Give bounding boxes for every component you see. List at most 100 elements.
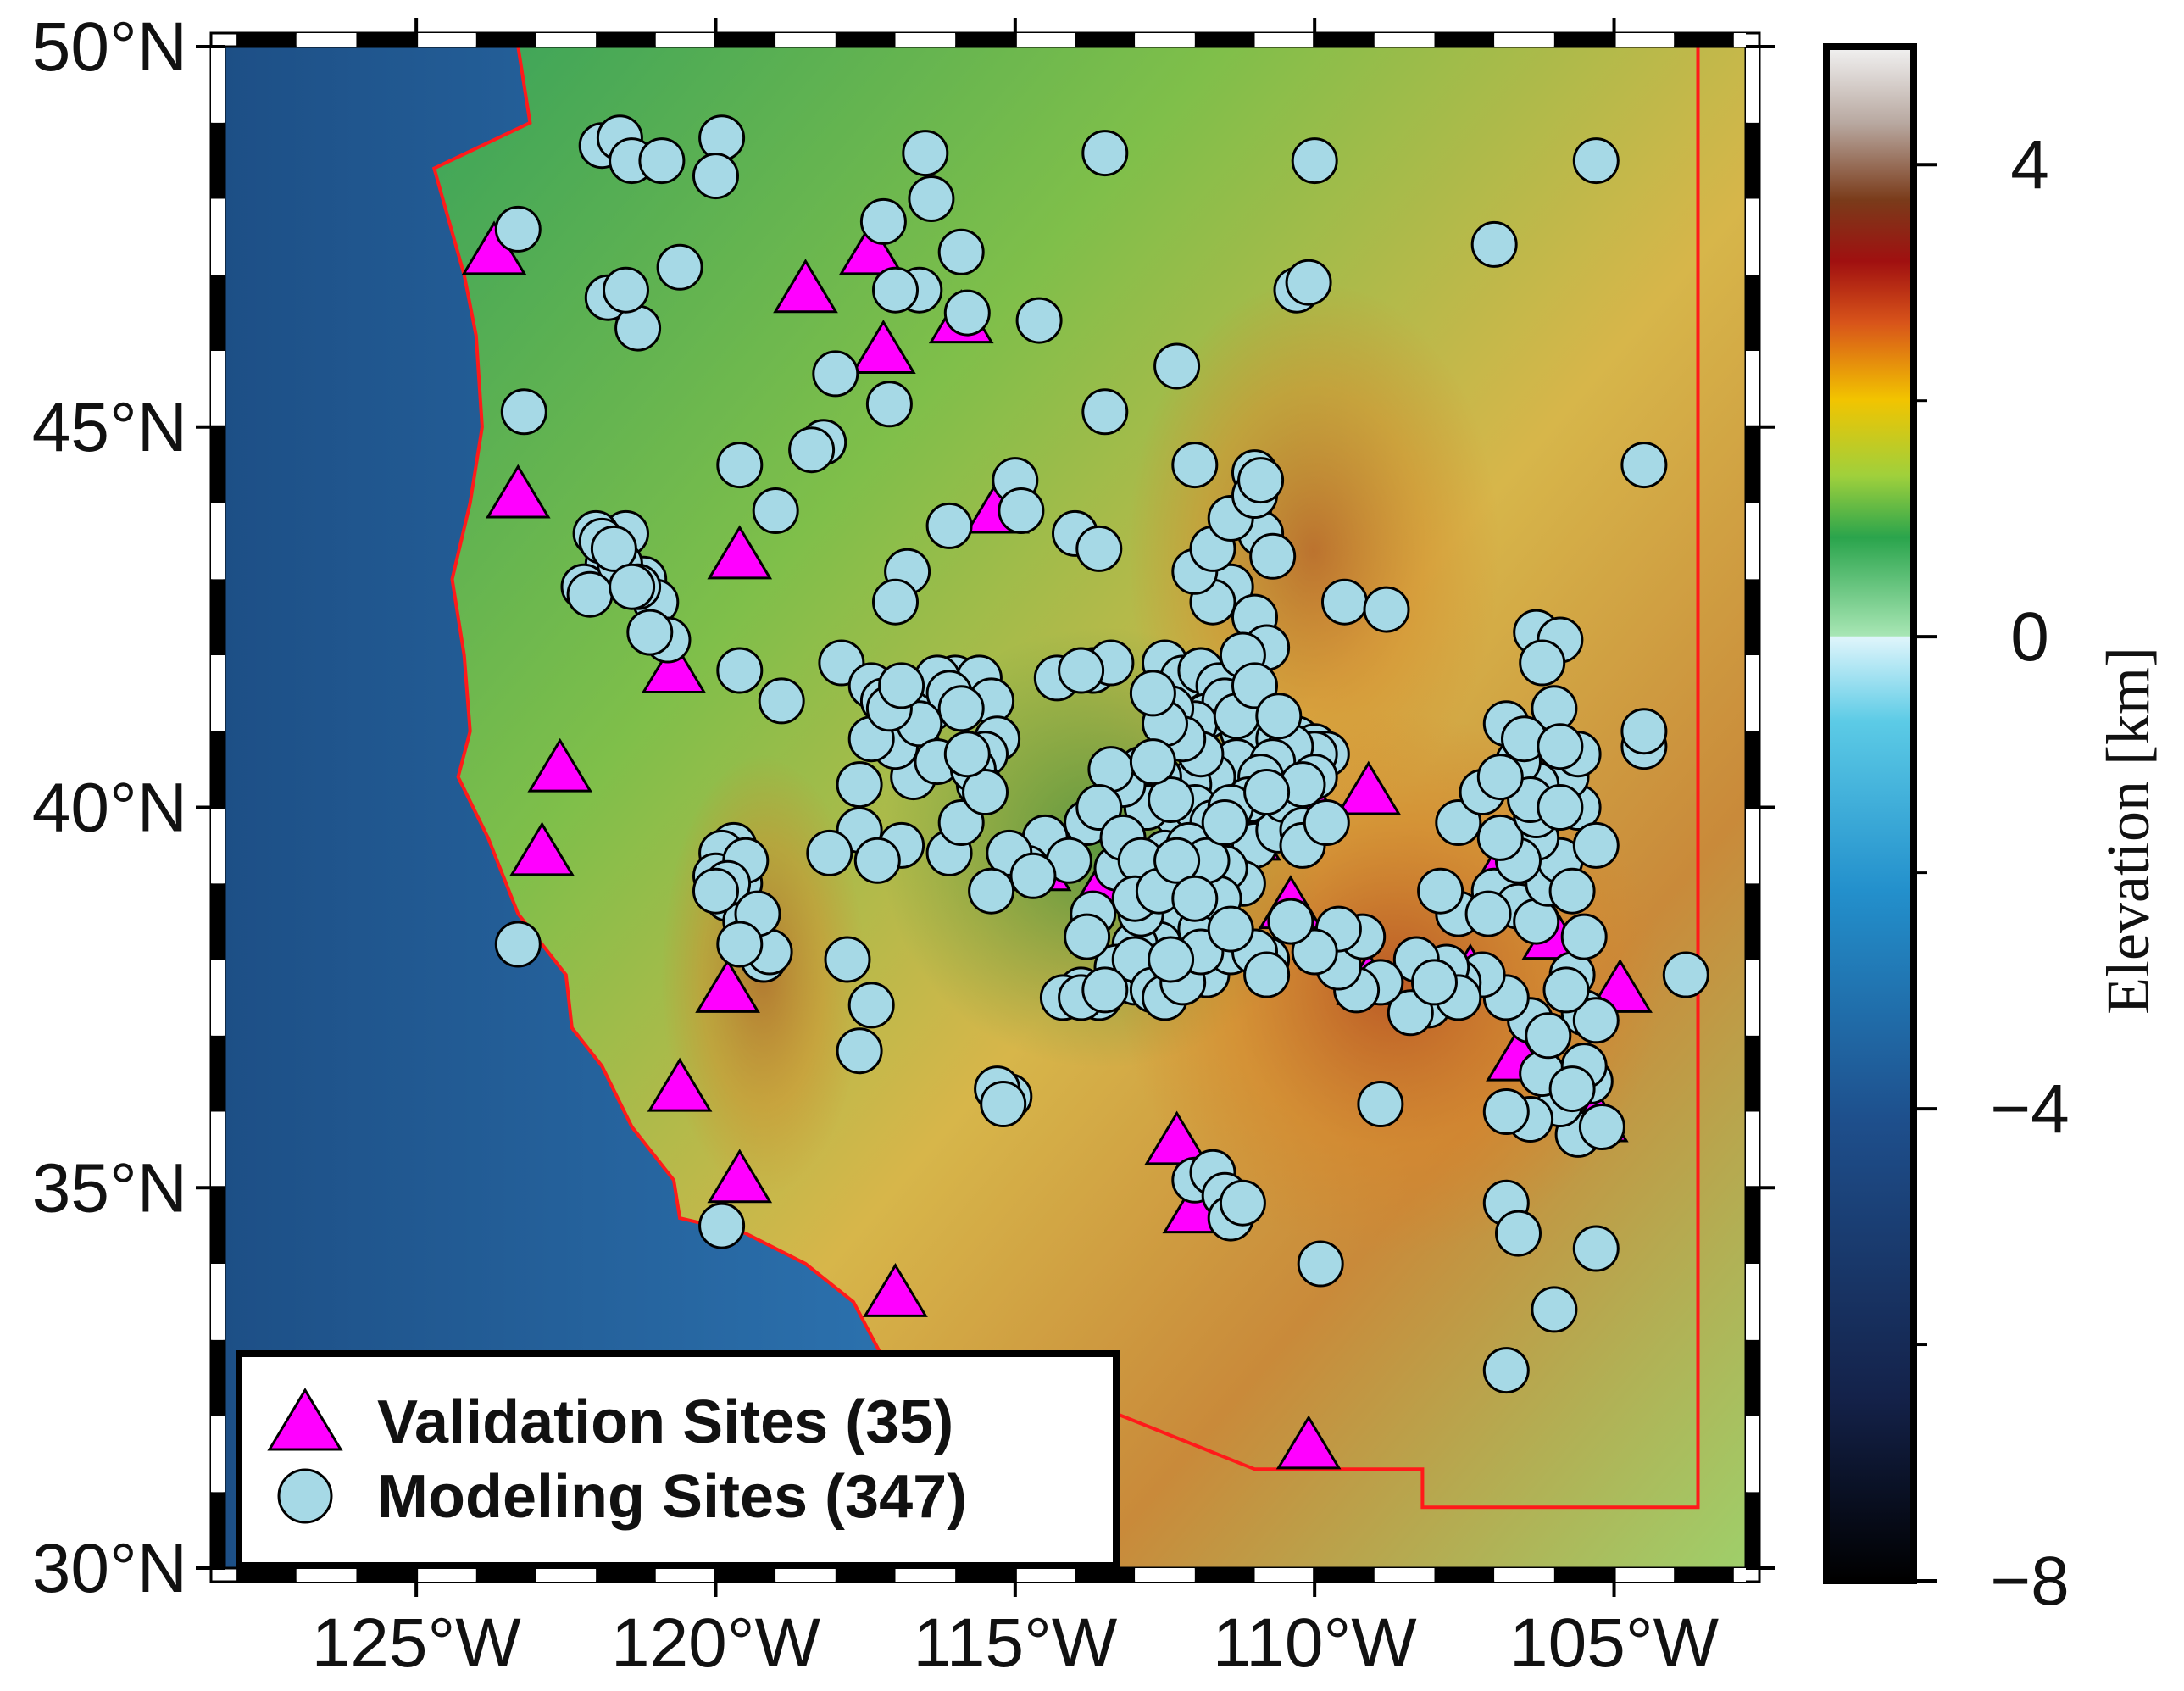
frame-band <box>236 1568 297 1582</box>
modeling-site-marker <box>962 769 1009 815</box>
frame-band <box>211 1111 225 1188</box>
modeling-site-marker <box>1620 442 1668 489</box>
frame-band <box>955 33 1015 47</box>
modeling-site-marker <box>1255 693 1303 740</box>
modeling-site-marker <box>865 381 913 428</box>
modeling-site-marker <box>638 137 686 185</box>
frame-band <box>1434 33 1495 47</box>
modeling-site-marker <box>698 1202 746 1249</box>
frame-band <box>1746 731 1759 808</box>
legend: Validation Sites (35) Modeling Sites (34… <box>236 1350 1120 1569</box>
modeling-site-marker <box>1476 754 1524 801</box>
lat-label: 35°N <box>32 1149 187 1227</box>
modeling-site-marker <box>1081 388 1129 436</box>
frame-band <box>211 579 225 655</box>
modeling-site-marker <box>1201 799 1248 846</box>
lat-label: 45°N <box>32 389 187 466</box>
modeling-site-marker <box>1572 997 1620 1044</box>
modeling-site-marker <box>1064 913 1111 960</box>
validation-site-marker <box>1336 760 1402 815</box>
modeling-site-marker <box>656 243 703 291</box>
modeling-site-marker <box>716 647 764 694</box>
modeling-site-marker <box>1464 890 1512 937</box>
frame-band <box>211 351 225 427</box>
modeling-site-marker <box>1560 913 1608 960</box>
modeling-site-marker <box>716 442 764 489</box>
colorbar-tick-label: 4 <box>2010 126 2049 203</box>
colorbar-tick-label: −8 <box>1990 1543 2070 1620</box>
modeling-site-marker <box>943 289 991 337</box>
modeling-site-marker <box>1537 784 1584 831</box>
frame-band <box>211 731 225 808</box>
frame-band <box>1746 807 1759 884</box>
longitude-labels: 125°W 120°W 115°W 110°W 105°W <box>312 18 1720 1682</box>
modeling-site-marker <box>1153 837 1201 884</box>
validation-site-marker <box>1275 1415 1342 1470</box>
modeling-site-marker <box>788 426 836 474</box>
frame-band <box>1746 275 1759 351</box>
frame-band <box>1194 1568 1255 1582</box>
frame-band <box>211 503 225 580</box>
modeling-site-marker <box>1297 1240 1344 1288</box>
frame-band <box>211 960 225 1036</box>
modeling-site-marker <box>752 487 799 534</box>
modeling-site-marker <box>1009 852 1057 899</box>
validation-site-marker <box>773 259 838 314</box>
modeling-site-marker <box>980 1081 1027 1127</box>
modeling-site-marker <box>824 936 871 983</box>
frame-band <box>211 275 225 351</box>
lon-label: 120°W <box>611 1605 821 1682</box>
frame-band <box>715 33 776 47</box>
frame-band <box>596 33 656 47</box>
modeling-site-marker <box>812 350 859 398</box>
modeling-site-marker <box>1129 670 1176 717</box>
frame-band <box>1746 1416 1759 1493</box>
frame-band <box>1194 33 1255 47</box>
frame-band <box>1135 33 1195 47</box>
modeling-site-marker <box>1363 586 1410 633</box>
frame-band <box>1746 122 1759 199</box>
validation-site-marker <box>485 464 551 519</box>
modeling-site-marker <box>1207 905 1254 953</box>
modeling-site-marker <box>1572 137 1620 185</box>
modeling-site-marker <box>836 1027 883 1075</box>
modeling-site-marker <box>1470 220 1518 268</box>
validation-legend-label: Validation Sites (35) <box>377 1388 953 1456</box>
frame-band <box>296 33 357 47</box>
modeling-site-marker <box>902 130 949 177</box>
modeling-site-marker <box>847 982 895 1029</box>
modeling-site-marker <box>1285 259 1332 306</box>
modeling-site-marker <box>853 837 901 884</box>
modeling-site-marker <box>859 197 907 245</box>
modeling-site-marker <box>716 921 764 968</box>
validation-site-marker <box>509 821 575 876</box>
latitude-labels: 50°N 45°N 40°N 35°N 30°N <box>32 8 1775 1607</box>
frame-band <box>1614 1568 1675 1582</box>
modeling-site-marker <box>998 487 1045 534</box>
modeling-site-marker <box>878 662 925 709</box>
frame-band <box>1254 1568 1315 1582</box>
frame-band <box>211 1264 225 1340</box>
frame-band <box>536 33 597 47</box>
frame-band <box>1746 1264 1759 1340</box>
validation-site-marker <box>527 737 593 793</box>
modeling-site-marker <box>937 799 985 846</box>
frame-band <box>475 1568 536 1582</box>
modeling-site-marker <box>1435 799 1482 846</box>
modeling-site-marker <box>836 761 883 809</box>
frame-band <box>1254 33 1315 47</box>
frame-band <box>211 883 225 960</box>
modeling-site-marker <box>500 388 547 436</box>
frame-band <box>356 33 417 47</box>
frame-band <box>211 655 225 731</box>
modeling-site-marker <box>1291 137 1338 185</box>
modeling-sites-layer <box>494 114 1709 1394</box>
colorbar-title: Elevation [km] <box>2094 647 2162 1015</box>
modeling-site-marker <box>1476 814 1524 861</box>
modeling-site-marker <box>1357 1081 1404 1127</box>
map-area <box>225 46 1746 1568</box>
modeling-site-marker <box>1321 578 1368 626</box>
validation-site-marker <box>695 958 760 1013</box>
frame-band <box>1553 1568 1614 1582</box>
